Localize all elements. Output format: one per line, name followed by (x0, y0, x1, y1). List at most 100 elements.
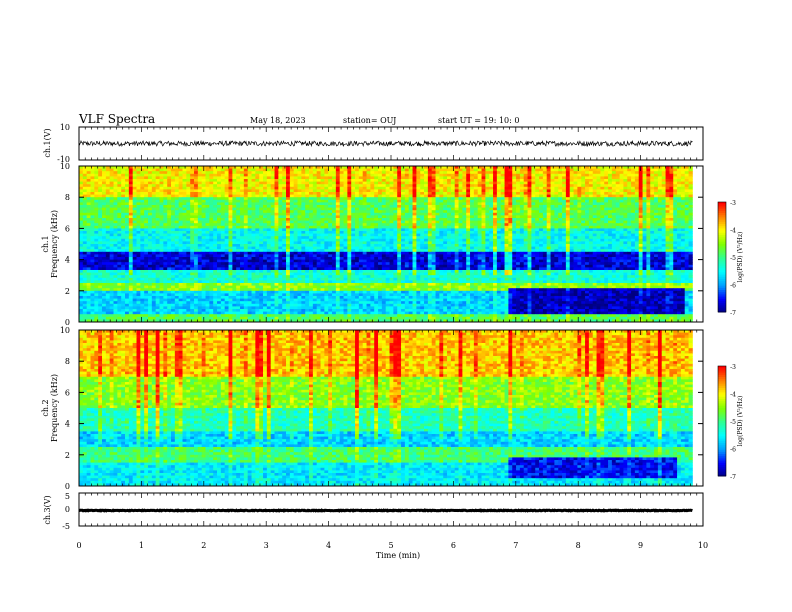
spec-cell (620, 176, 624, 179)
spec-cell (566, 195, 570, 198)
spec-cell (137, 189, 141, 192)
spec-cell (447, 179, 451, 182)
spec-cell (443, 187, 447, 190)
spec-cell (654, 184, 658, 187)
spec-cell (332, 171, 336, 174)
spec-cell (420, 187, 424, 190)
spec-cell (267, 171, 271, 174)
spec-cell (600, 192, 604, 195)
spec-cell (252, 184, 256, 187)
spec-cell (620, 189, 624, 192)
spec-cell (604, 184, 608, 187)
spec-cell (267, 189, 271, 192)
spec-cell (635, 192, 639, 195)
spec-cell (539, 184, 543, 187)
spec-cell (505, 174, 509, 177)
spec-cell (646, 169, 650, 172)
spec-cell (324, 169, 328, 172)
spec-cell (309, 184, 313, 187)
spec-cell (386, 169, 390, 172)
spec-cell (574, 189, 578, 192)
spec-cell (424, 182, 428, 185)
spec-cell (631, 184, 635, 187)
spec-cell (298, 176, 302, 179)
spec-cell (344, 184, 348, 187)
spec-cell (309, 189, 313, 192)
spec-cell (451, 182, 455, 185)
spec-cell (608, 195, 612, 198)
spec-cell (570, 169, 574, 172)
spec-cell (436, 182, 440, 185)
spec-cell (125, 189, 129, 192)
spec-cell (658, 184, 662, 187)
spec-cell (263, 189, 267, 192)
spec-cell (497, 192, 501, 195)
spec-cell (393, 189, 397, 192)
spec-cell (666, 189, 670, 192)
spec-cell (462, 174, 466, 177)
spec-cell (114, 189, 118, 192)
spec-cell (244, 169, 248, 172)
spec-cell (374, 176, 378, 179)
spec-cell (593, 169, 597, 172)
spec-cell (462, 192, 466, 195)
spec-cell (443, 184, 447, 187)
spec-cell (623, 171, 627, 174)
spec-cell (535, 189, 539, 192)
spec-cell (447, 182, 451, 185)
spec-cell (386, 195, 390, 198)
spec-cell (516, 169, 520, 172)
spec-cell (347, 176, 351, 179)
spec-cell (271, 187, 275, 190)
spec-cell (275, 195, 279, 198)
spec-cell (129, 187, 133, 190)
spec-cell (252, 189, 256, 192)
spec-cell (662, 171, 666, 174)
spec-cell (213, 192, 217, 195)
spec-cell (631, 174, 635, 177)
spec-cell (413, 171, 417, 174)
spec-cell (570, 182, 574, 185)
vlf-figure: VLF Spectra May 18, 2023 station= OUJ st… (0, 0, 792, 612)
spec-cell (673, 184, 677, 187)
spec-cell (148, 174, 152, 177)
spec-cell (673, 192, 677, 195)
spec-cell (344, 189, 348, 192)
spec-cell (558, 176, 562, 179)
spec-cell (570, 187, 574, 190)
spec-cell (359, 189, 363, 192)
spec-cell (662, 192, 666, 195)
spec-cell (367, 182, 371, 185)
spec-cell (309, 182, 313, 185)
spec-cell (466, 184, 470, 187)
spec-cell (531, 174, 535, 177)
spec-cell (102, 176, 106, 179)
spec-cell (125, 192, 129, 195)
spec-cell (125, 184, 129, 187)
spec-cell (512, 189, 516, 192)
spec-cell (470, 182, 474, 185)
spec-cell (225, 176, 229, 179)
spec-cell (286, 174, 290, 177)
spec-cell (148, 192, 152, 195)
spec-cell (121, 187, 125, 190)
spec-cell (232, 192, 236, 195)
spec-cell (152, 195, 156, 198)
spec-cell (654, 171, 658, 174)
spec-cell (206, 192, 210, 195)
spec-cell (623, 184, 627, 187)
spec-cell (378, 171, 382, 174)
spec-cell (121, 174, 125, 177)
spec-cell (194, 171, 198, 174)
spec-cell (363, 169, 367, 172)
spec-cell (117, 176, 121, 179)
spec-cell (255, 189, 259, 192)
spec-cell (520, 192, 524, 195)
spec-cell (321, 182, 325, 185)
spec-cell (420, 174, 424, 177)
spec-cell (405, 182, 409, 185)
spec-cell (635, 174, 639, 177)
spec-cell (321, 192, 325, 195)
spec-cell (225, 182, 229, 185)
spec-cell (524, 171, 528, 174)
